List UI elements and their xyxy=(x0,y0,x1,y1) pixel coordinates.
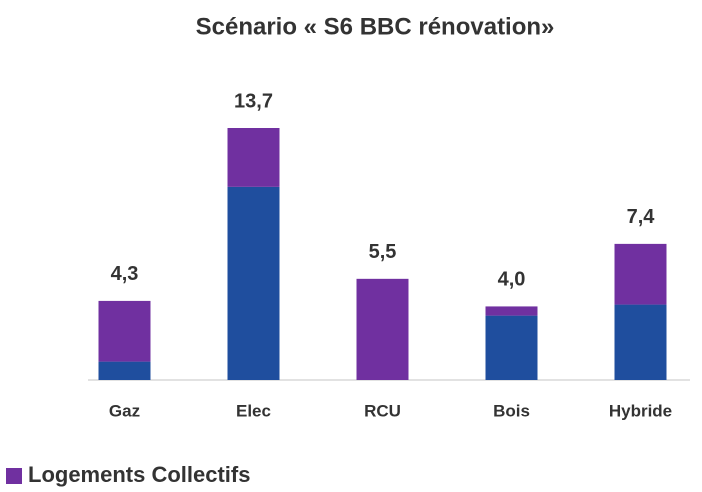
x-tick-label: Hybride xyxy=(609,401,672,420)
total-label: 5,5 xyxy=(369,241,397,263)
bar-segment xyxy=(356,278,409,380)
bar-segment xyxy=(227,186,280,380)
chart-title: Scénario « S6 BBC rénovation» xyxy=(196,13,555,40)
x-tick-label: RCU xyxy=(364,401,401,420)
x-tick-label: Gaz xyxy=(109,401,140,420)
bar-segment xyxy=(485,306,538,316)
total-label: 4,3 xyxy=(111,263,139,285)
total-label: 7,4 xyxy=(627,206,656,228)
bar-segment xyxy=(614,304,667,380)
bar-segment xyxy=(485,315,538,380)
total-label: 4,0 xyxy=(498,269,526,291)
x-tick-label: Bois xyxy=(493,401,530,420)
bar-segment xyxy=(98,361,151,380)
legend-label: Logements Collectifs xyxy=(28,462,250,487)
x-tick-label: Elec xyxy=(236,401,271,420)
bar-segment xyxy=(98,300,151,362)
total-label: 13,7 xyxy=(234,90,273,112)
bar-segment xyxy=(227,128,280,187)
bar-segment xyxy=(614,243,667,305)
legend-swatch xyxy=(6,468,22,484)
